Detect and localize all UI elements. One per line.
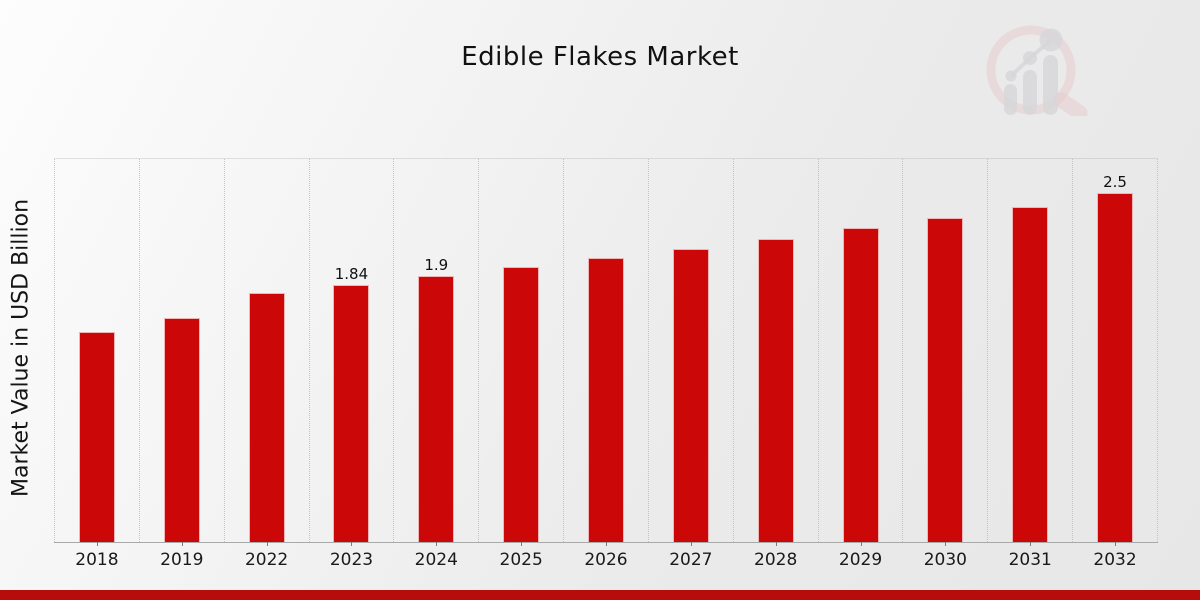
x-tick-2029 bbox=[860, 542, 862, 546]
x-tick-label-2029: 2029 bbox=[838, 550, 883, 570]
y-axis-label: Market Value in USD Billion bbox=[8, 198, 34, 498]
x-tick-2026 bbox=[605, 542, 607, 546]
bar-2026 bbox=[587, 258, 624, 542]
category-cell-2023: 1.84 2023 bbox=[308, 159, 394, 570]
x-tick-2028 bbox=[775, 542, 777, 546]
bar-2031 bbox=[1012, 206, 1049, 542]
data-label-2032: 2.5 bbox=[1103, 172, 1127, 191]
x-tick-2022 bbox=[266, 542, 268, 546]
category-cell-2027: 2027 bbox=[647, 159, 733, 570]
bar-2024 bbox=[418, 276, 455, 542]
bar-2028 bbox=[757, 238, 794, 542]
category-cell-2028: 2028 bbox=[732, 159, 818, 570]
x-tick-label-2025: 2025 bbox=[499, 550, 543, 570]
x-tick-2032 bbox=[1115, 542, 1117, 546]
x-tick-label-2022: 2022 bbox=[244, 550, 289, 570]
x-tick-label-2030: 2030 bbox=[923, 550, 967, 570]
data-label-2023: 1.84 bbox=[334, 264, 369, 283]
bar-2030 bbox=[927, 217, 964, 542]
bar-2032 bbox=[1097, 192, 1134, 542]
category-cell-2025: 2025 bbox=[478, 159, 563, 570]
bar-2022 bbox=[248, 293, 285, 542]
x-tick-2031 bbox=[1030, 542, 1032, 546]
x-tick-label-2018: 2018 bbox=[75, 550, 119, 570]
bar-2019 bbox=[163, 318, 200, 542]
bar-2027 bbox=[672, 248, 709, 542]
category-cell-2030: 2030 bbox=[902, 159, 987, 570]
magnifier-icon bbox=[986, 25, 1088, 116]
data-label-2024: 1.9 bbox=[424, 256, 449, 275]
x-tick-2027 bbox=[690, 542, 692, 546]
category-cell-2031: 2031 bbox=[987, 159, 1072, 570]
footer-accent-bar bbox=[0, 590, 1200, 600]
x-tick-2025 bbox=[521, 542, 523, 546]
x-tick-2023 bbox=[351, 542, 353, 546]
x-tick-label-2027: 2027 bbox=[669, 550, 713, 570]
category-cell-2018: 2018 bbox=[54, 159, 139, 570]
category-cell-2019: 2019 bbox=[138, 159, 224, 570]
x-tick-2018 bbox=[96, 542, 98, 546]
bar-2023 bbox=[333, 284, 370, 542]
bar-2029 bbox=[842, 227, 879, 542]
x-tick-label-2019: 2019 bbox=[160, 550, 204, 570]
x-tick-2024 bbox=[436, 542, 438, 546]
bar-2025 bbox=[503, 266, 540, 542]
x-tick-label-2026: 2026 bbox=[584, 550, 628, 570]
category-cell-2022: 2022 bbox=[223, 159, 309, 570]
chart-title: Edible Flakes Market bbox=[461, 42, 739, 72]
plot-area: 2018 2019 2022 1.84 2023 1.9 2024 2025 2026 2027 2… bbox=[54, 158, 1158, 570]
x-tick-label-2028: 2028 bbox=[754, 550, 798, 570]
x-tick-2030 bbox=[945, 542, 947, 546]
category-cell-2024: 1.9 2024 bbox=[393, 159, 478, 570]
x-tick-label-2032: 2032 bbox=[1093, 550, 1137, 570]
brand-logo-watermark bbox=[986, 25, 1088, 116]
bar-2018 bbox=[78, 332, 115, 542]
category-cell-2029: 2029 bbox=[817, 159, 903, 570]
x-tick-label-2023: 2023 bbox=[329, 550, 374, 570]
category-cell-2026: 2026 bbox=[563, 159, 648, 570]
x-tick-label-2024: 2024 bbox=[414, 550, 458, 570]
x-tick-2019 bbox=[181, 542, 183, 546]
category-cell-2032: 2.5 2032 bbox=[1072, 159, 1158, 570]
x-tick-label-2031: 2031 bbox=[1008, 550, 1052, 570]
